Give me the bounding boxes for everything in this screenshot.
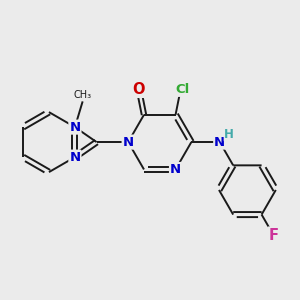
Text: N: N: [69, 151, 80, 164]
Text: N: N: [69, 121, 80, 134]
Text: F: F: [268, 228, 278, 243]
Text: N: N: [123, 136, 134, 148]
Text: N: N: [170, 163, 181, 176]
Text: N: N: [214, 136, 225, 148]
Text: Cl: Cl: [175, 83, 189, 96]
Text: O: O: [133, 82, 145, 97]
Text: CH₃: CH₃: [74, 90, 92, 100]
Text: H: H: [224, 128, 234, 141]
